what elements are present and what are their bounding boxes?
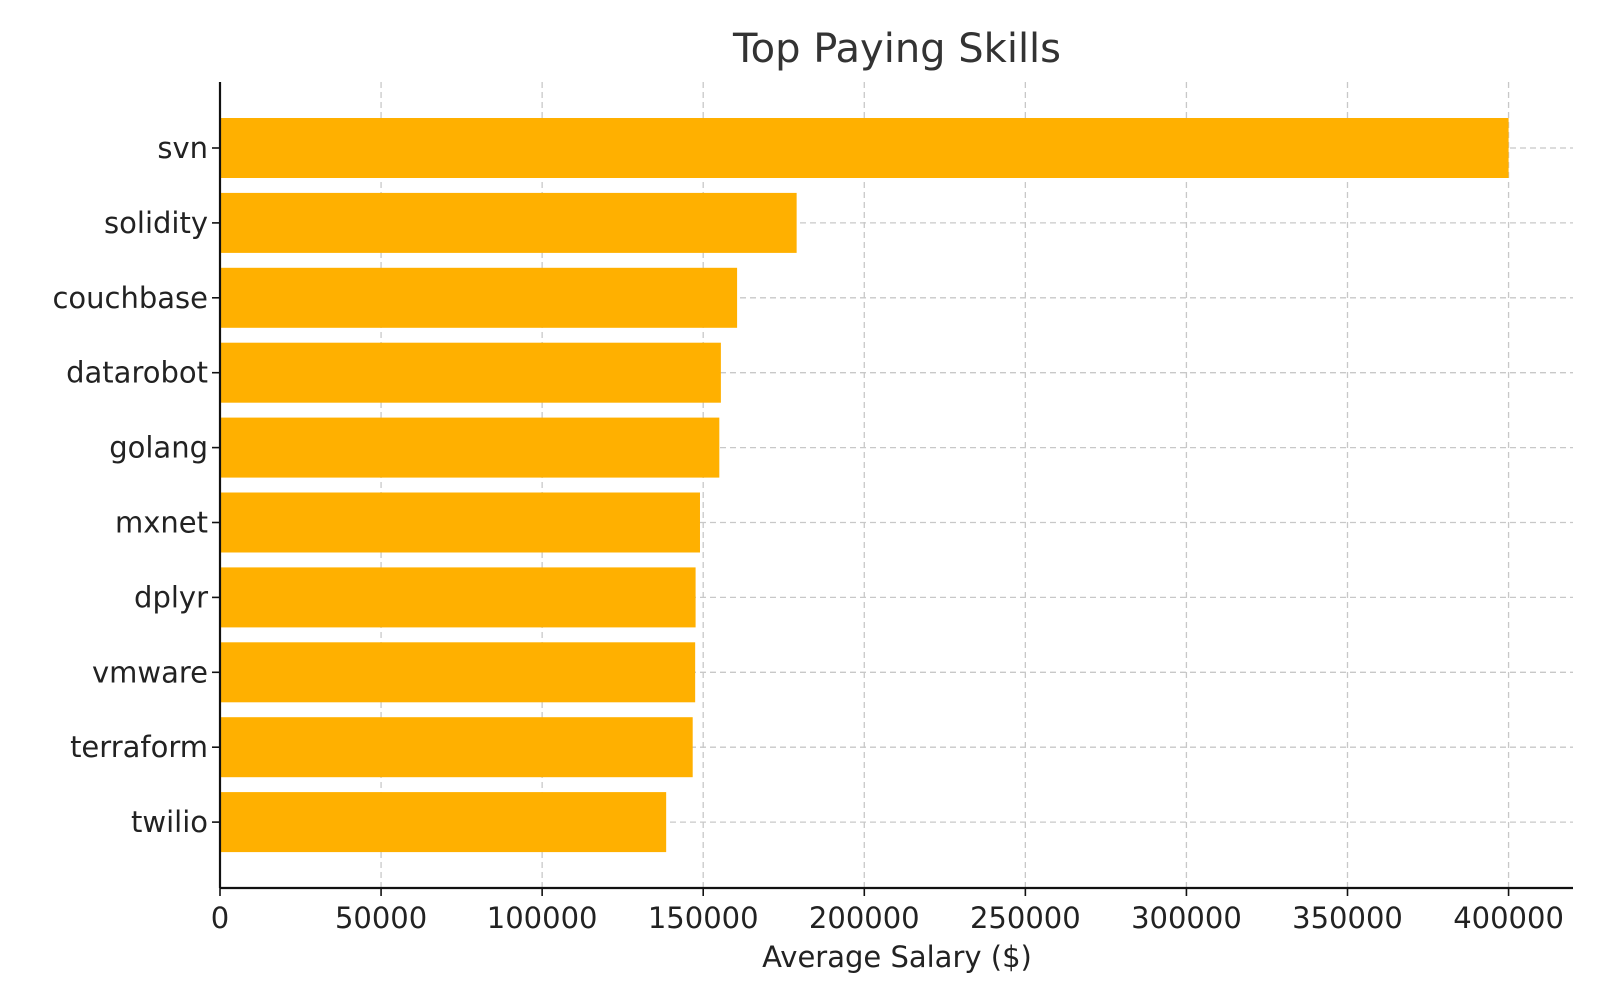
bar-svn — [220, 118, 1509, 178]
y-tick-label: terraform — [70, 730, 208, 764]
y-tick-label: svn — [157, 131, 208, 165]
y-tick-label: couchbase — [52, 281, 208, 315]
bar-mxnet — [220, 492, 700, 553]
x-tick-label: 400000 — [1453, 901, 1564, 935]
y-tick-label: golang — [109, 431, 208, 465]
y-tick-label: vmware — [92, 655, 208, 689]
bar-twilio — [220, 792, 667, 853]
bar-dplyr — [220, 567, 696, 628]
bar-solidity — [220, 192, 797, 253]
x-tick-label: 350000 — [1292, 901, 1403, 935]
bar-datarobot — [220, 342, 721, 403]
x-tick-label: 250000 — [970, 901, 1081, 935]
bar-couchbase — [220, 267, 738, 328]
x-tick-label: 0 — [211, 901, 229, 935]
x-tick-label: 100000 — [487, 901, 598, 935]
bars-layer — [220, 118, 1509, 853]
chart-title: Top Paying Skills — [732, 26, 1061, 72]
bar-golang — [220, 417, 720, 478]
bar-terraform — [220, 717, 693, 778]
y-ticks-layer: svn solidity couchbase datarobot golang mxnet… — [52, 131, 220, 839]
bar-vmware — [220, 642, 696, 703]
y-tick-label: twilio — [131, 805, 208, 839]
x-axis-label: Average Salary ($) — [762, 940, 1032, 974]
x-ticks-layer: 0 50000 100000 150000 200000 250000 300000 3500… — [211, 888, 1564, 935]
y-tick-label: datarobot — [66, 356, 208, 390]
y-tick-label: mxnet — [115, 506, 208, 540]
y-tick-label: dplyr — [134, 580, 208, 614]
x-tick-label: 200000 — [809, 901, 920, 935]
x-tick-label: 300000 — [1131, 901, 1242, 935]
x-tick-label: 150000 — [648, 901, 759, 935]
x-tick-label: 50000 — [335, 901, 427, 935]
y-tick-label: solidity — [104, 206, 208, 240]
